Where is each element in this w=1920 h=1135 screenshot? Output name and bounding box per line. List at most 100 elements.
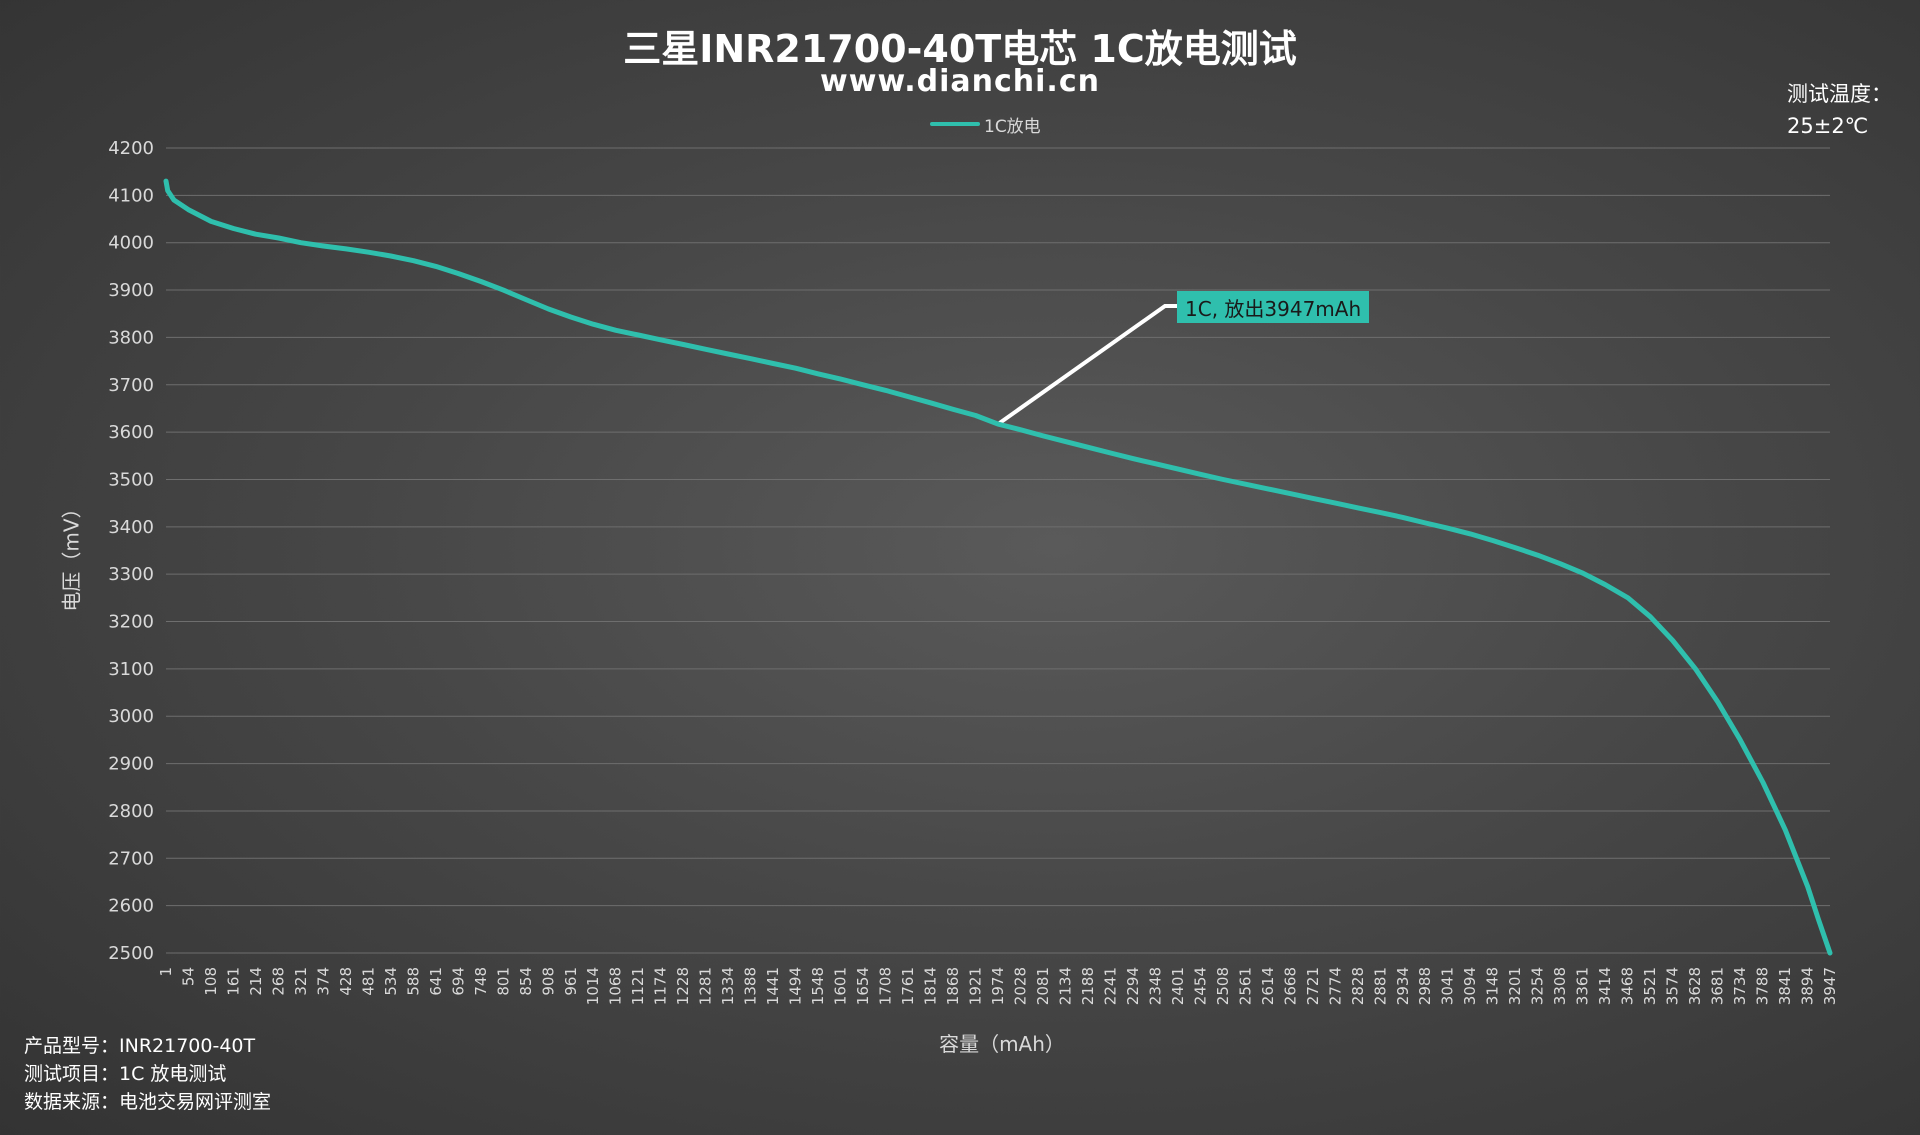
info-product-model: 产品型号：INR21700-40T <box>24 1035 256 1057</box>
x-tick-label: 534 <box>382 967 400 996</box>
y-tick-label: 3000 <box>108 706 154 727</box>
x-tick-label: 801 <box>494 967 512 996</box>
x-tick-label: 2988 <box>1416 967 1434 1005</box>
x-tick-label: 2348 <box>1146 967 1164 1005</box>
x-tick-label: 1441 <box>764 967 782 1005</box>
x-tick-label: 1174 <box>652 967 670 1005</box>
x-tick-label: 2028 <box>1011 967 1029 1005</box>
y-tick-label: 3100 <box>108 659 154 680</box>
y-axis-label: 电压（mV） <box>59 498 84 612</box>
y-tick-label: 4000 <box>108 233 154 254</box>
x-axis-ticks: 1 54 108 161 214 268 321 374 428 481 534 588 641 694 7… <box>157 967 1839 1005</box>
x-tick-label: 1228 <box>674 967 692 1005</box>
x-tick-label: 3894 <box>1799 967 1817 1005</box>
x-tick-label: 2508 <box>1214 967 1232 1005</box>
y-tick-label: 2800 <box>108 801 154 822</box>
x-tick-label: 2828 <box>1349 967 1367 1005</box>
x-tick-label: 2934 <box>1394 967 1412 1005</box>
annotation-leader-line <box>996 304 1177 426</box>
x-tick-label: 1494 <box>787 967 805 1005</box>
x-tick-label: 214 <box>247 967 265 996</box>
y-tick-label: 4200 <box>108 138 154 159</box>
x-tick-label: 54 <box>179 967 197 986</box>
y-tick-label: 3400 <box>108 517 154 538</box>
chart-subtitle: www.dianchi.cn <box>820 64 1100 99</box>
x-tick-label: 3947 <box>1821 967 1839 1005</box>
x-tick-label: 854 <box>517 967 535 996</box>
x-tick-label: 3148 <box>1484 967 1502 1005</box>
info-data-source: 数据来源：电池交易网评测室 <box>24 1091 272 1113</box>
x-tick-label: 748 <box>472 967 490 996</box>
x-tick-label: 481 <box>359 967 377 996</box>
series-line-1c-discharge <box>163 178 1833 956</box>
test-temperature: 测试温度： 25±2℃ <box>1787 78 1892 142</box>
x-tick-label: 3681 <box>1709 967 1727 1005</box>
x-tick-label: 1601 <box>832 967 850 1005</box>
x-tick-label: 2454 <box>1191 967 1209 1005</box>
x-tick-label: 2188 <box>1079 967 1097 1005</box>
x-tick-label: 2294 <box>1124 967 1142 1005</box>
y-tick-label: 2900 <box>108 754 154 775</box>
y-axis-ticks: 2500 2600 2700 2800 2900 3000 3100 3200 3300 3400… <box>108 138 154 964</box>
x-tick-label: 3308 <box>1551 967 1569 1005</box>
x-tick-label: 1761 <box>899 967 917 1005</box>
legend-label: 1C放电 <box>984 116 1041 137</box>
x-tick-label: 588 <box>404 967 422 996</box>
y-tick-label: 3300 <box>108 564 154 585</box>
x-tick-label: 2401 <box>1169 967 1187 1005</box>
info-test-item: 测试项目：1C 放电测试 <box>24 1063 227 1085</box>
y-tick-label: 3700 <box>108 375 154 396</box>
x-tick-label: 108 <box>202 967 220 996</box>
x-tick-label: 641 <box>427 967 445 996</box>
y-tick-label: 2700 <box>108 848 154 869</box>
x-tick-label: 2241 <box>1101 967 1119 1005</box>
y-tick-label: 3200 <box>108 612 154 633</box>
y-tick-label: 3800 <box>108 327 154 348</box>
y-tick-label: 2500 <box>108 943 154 964</box>
x-tick-label: 3414 <box>1596 967 1614 1005</box>
x-tick-label: 3628 <box>1686 967 1704 1005</box>
x-tick-label: 2881 <box>1371 967 1389 1005</box>
x-tick-label: 3361 <box>1574 967 1592 1005</box>
x-tick-label: 1708 <box>877 967 895 1005</box>
test-temperature-value: 25±2℃ <box>1787 114 1869 138</box>
chart-legend: 1C放电 <box>930 112 1041 137</box>
x-tick-label: 3254 <box>1529 967 1547 1005</box>
x-tick-label: 3041 <box>1439 967 1457 1005</box>
test-temperature-label: 测试温度： <box>1787 82 1892 106</box>
x-tick-label: 1921 <box>967 967 985 1005</box>
x-tick-label: 3201 <box>1506 967 1524 1005</box>
x-tick-label: 1814 <box>922 967 940 1005</box>
y-tick-label: 3500 <box>108 469 154 490</box>
x-tick-label: 2134 <box>1056 967 1074 1005</box>
x-tick-label: 2614 <box>1259 967 1277 1005</box>
legend-swatch <box>930 122 980 126</box>
x-tick-label: 3094 <box>1461 967 1479 1005</box>
y-tick-label: 3600 <box>108 422 154 443</box>
y-tick-label: 4100 <box>108 185 154 206</box>
x-axis-label: 容量（mAh） <box>939 1032 1065 1056</box>
chart-gridlines <box>166 147 1830 954</box>
x-tick-label: 3788 <box>1754 967 1772 1005</box>
x-tick-label: 1121 <box>629 967 647 1005</box>
x-tick-label: 2081 <box>1034 967 1052 1005</box>
x-tick-label: 1281 <box>697 967 715 1005</box>
x-tick-label: 2721 <box>1304 967 1322 1005</box>
x-tick-label: 1974 <box>989 967 1007 1005</box>
x-tick-label: 908 <box>539 967 557 996</box>
x-tick-label: 268 <box>269 967 287 996</box>
x-tick-label: 374 <box>314 967 332 996</box>
x-tick-label: 1868 <box>944 967 962 1005</box>
x-tick-label: 3468 <box>1619 967 1637 1005</box>
chart-title: 三星INR21700-40T电芯 1C放电测试 <box>623 27 1297 71</box>
x-tick-label: 3841 <box>1776 967 1794 1005</box>
x-tick-label: 161 <box>224 967 242 996</box>
y-tick-label: 2600 <box>108 896 154 917</box>
x-tick-label: 3521 <box>1641 967 1659 1005</box>
x-tick-label: 1 <box>157 967 175 977</box>
x-tick-label: 1068 <box>607 967 625 1005</box>
y-tick-label: 3900 <box>108 280 154 301</box>
x-tick-label: 3734 <box>1731 967 1749 1005</box>
info-block: 产品型号：INR21700-40T 测试项目：1C 放电测试 数据来源：电池交易… <box>24 1032 271 1116</box>
